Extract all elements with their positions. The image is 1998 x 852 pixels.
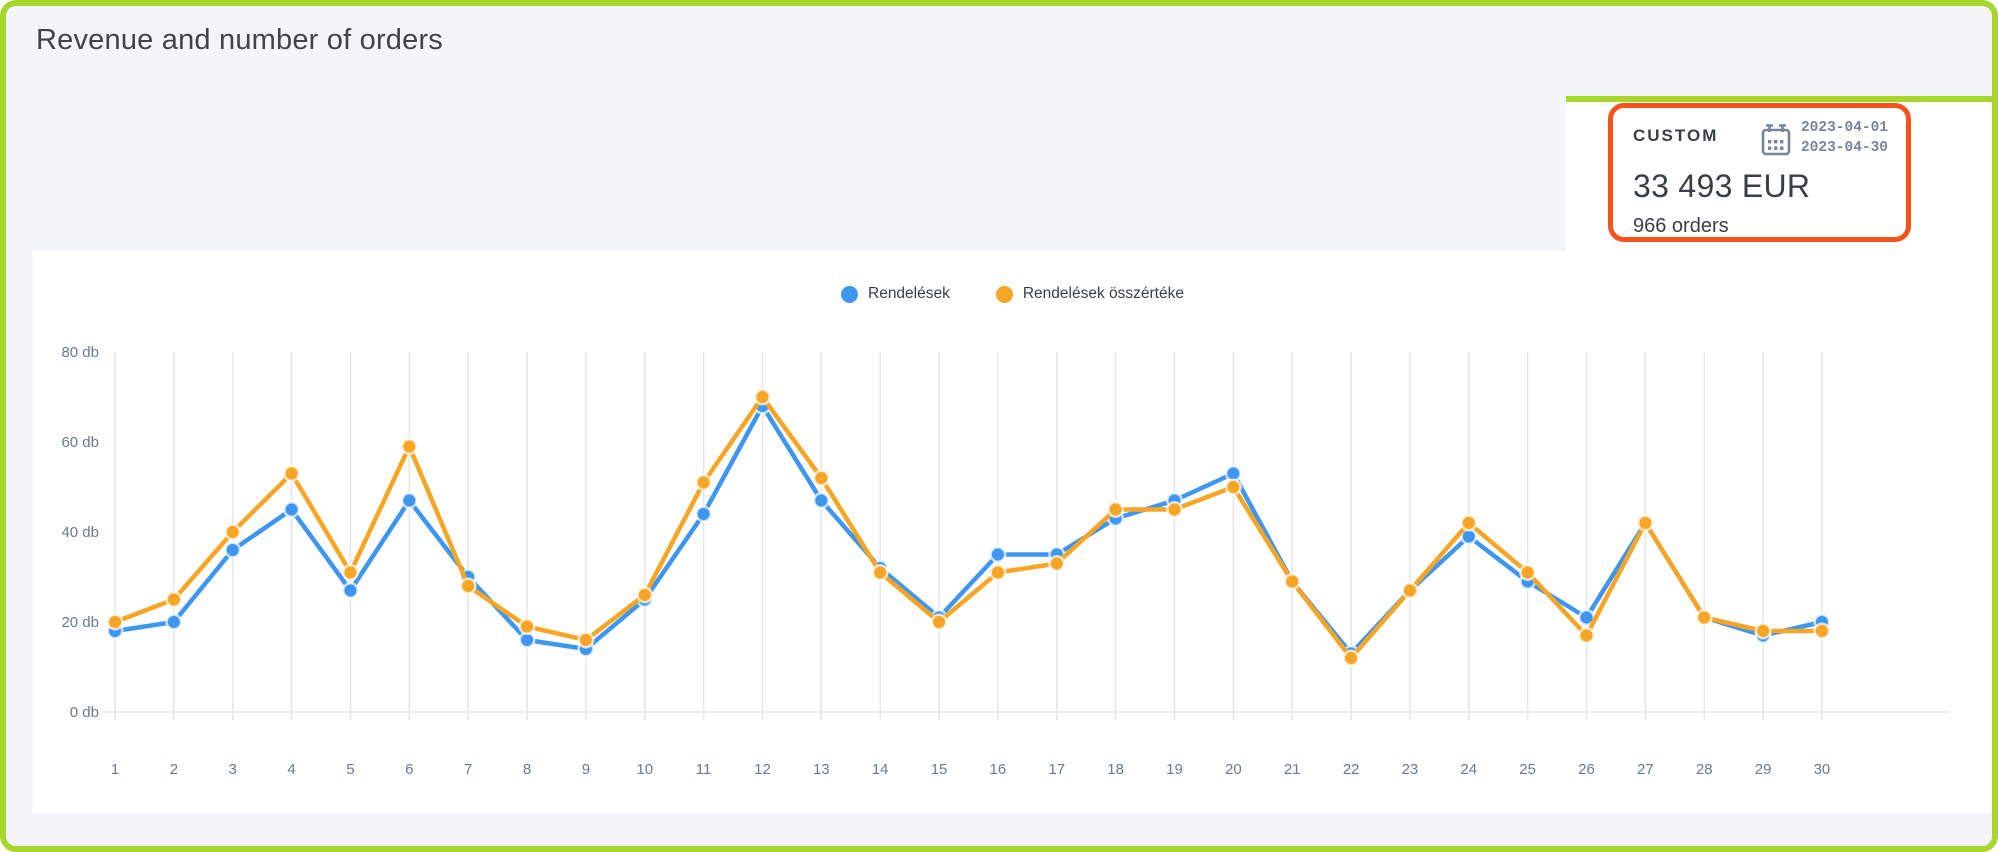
x-tick: 6: [405, 761, 413, 778]
data-point[interactable]: [283, 465, 301, 482]
data-point[interactable]: [518, 631, 536, 649]
x-tick: 23: [1402, 761, 1419, 778]
data-point[interactable]: [1342, 649, 1360, 667]
x-tick: 24: [1460, 761, 1477, 778]
x-tick: 21: [1284, 761, 1301, 778]
x-tick: 20: [1225, 761, 1242, 778]
x-tick: 5: [346, 761, 354, 778]
data-point[interactable]: [224, 541, 242, 559]
data-point[interactable]: [341, 564, 359, 581]
x-tick: 25: [1519, 761, 1536, 778]
x-tick: 11: [696, 761, 712, 778]
data-point[interactable]: [754, 388, 771, 406]
range-label: CUSTOM: [1633, 126, 1719, 145]
data-point[interactable]: [283, 501, 301, 518]
data-point[interactable]: [1107, 501, 1125, 518]
orders-total: 966 orders: [1633, 215, 1729, 238]
y-tick: 40 db: [61, 524, 99, 541]
data-point[interactable]: [930, 613, 948, 631]
y-tick: 0 db: [70, 704, 99, 721]
data-point[interactable]: [577, 631, 595, 649]
data-point[interactable]: [106, 613, 124, 631]
data-point[interactable]: [1578, 627, 1595, 644]
data-point[interactable]: [1636, 514, 1654, 532]
range-right: 2023-04-01 2023-04-30: [1759, 119, 1888, 158]
x-tick: 2: [170, 761, 178, 778]
y-tick: 80 db: [61, 344, 99, 361]
x-tick: 15: [931, 761, 948, 778]
x-tick: 3: [229, 761, 237, 778]
x-tick: 28: [1696, 761, 1713, 778]
series-line: [112, 403, 1825, 656]
data-point[interactable]: [1754, 622, 1772, 640]
x-tick: 13: [813, 761, 830, 778]
x-tick: 9: [582, 761, 590, 778]
legend-item-orders[interactable]: Rendelések: [841, 285, 950, 303]
data-point[interactable]: [1519, 564, 1537, 581]
data-point[interactable]: [989, 564, 1007, 581]
data-point[interactable]: [812, 469, 830, 487]
x-tick: 26: [1578, 761, 1595, 778]
data-point[interactable]: [1224, 478, 1242, 496]
series-line: [112, 394, 1825, 661]
data-point[interactable]: [459, 577, 477, 595]
date-range-header: CUSTOM: [1633, 119, 1888, 158]
x-tick: 29: [1755, 761, 1772, 778]
legend-item-revenue[interactable]: Rendelések összértéke: [995, 285, 1184, 303]
x-tick: 12: [754, 761, 771, 778]
y-tick: 60 db: [61, 434, 99, 451]
y-tick: 20 db: [61, 614, 99, 631]
data-point[interactable]: [989, 546, 1007, 563]
x-tick: 4: [287, 761, 295, 778]
chart-card: 1 2 3 4 5 6 7 8 9 10 11 12 13 14 15 16 17 18 19 20 21 22 23 24 2…: [33, 251, 1992, 813]
data-point[interactable]: [1166, 501, 1183, 518]
data-point[interactable]: [871, 564, 889, 581]
x-tick: 19: [1166, 761, 1183, 778]
date-range-box[interactable]: CUSTOM: [1608, 103, 1911, 242]
data-point[interactable]: [1813, 622, 1831, 640]
data-point[interactable]: [224, 523, 242, 541]
data-point[interactable]: [695, 505, 713, 523]
data-point[interactable]: [1695, 609, 1713, 626]
chart-legend: Rendelések Rendelések összértéke: [33, 285, 1992, 303]
x-tick: 27: [1637, 761, 1654, 778]
data-point[interactable]: [1401, 582, 1419, 599]
data-point[interactable]: [165, 591, 183, 608]
data-point[interactable]: [518, 618, 536, 635]
x-tick: 18: [1107, 761, 1124, 778]
data-point[interactable]: [636, 586, 654, 604]
data-point[interactable]: [1048, 555, 1066, 572]
x-tick: 16: [990, 761, 1007, 778]
data-point[interactable]: [695, 474, 713, 491]
data-point[interactable]: [341, 582, 359, 599]
x-tick: 8: [523, 761, 531, 778]
x-tick: 7: [464, 761, 472, 778]
range-dates: 2023-04-01 2023-04-30: [1801, 119, 1888, 158]
data-point[interactable]: [400, 438, 418, 455]
data-point[interactable]: [812, 492, 830, 509]
x-tick: 14: [872, 761, 889, 778]
x-tick: 17: [1048, 761, 1065, 778]
data-point[interactable]: [1460, 514, 1478, 532]
page-title: Revenue and number of orders: [36, 24, 444, 56]
data-point[interactable]: [1224, 465, 1242, 482]
revenue-total: 33 493 EUR: [1633, 168, 1811, 205]
data-point[interactable]: [165, 613, 183, 631]
x-tick: 1: [111, 761, 119, 778]
x-tick: 22: [1343, 761, 1360, 778]
legend-dot-blue: [841, 285, 858, 303]
chart-svg: 1 2 3 4 5 6 7 8 9 10 11 12 13 14 15 16 17 18 19 20 21 22 23 24 2…: [61, 344, 1950, 778]
data-point[interactable]: [400, 492, 418, 509]
x-tick: 30: [1814, 761, 1831, 778]
legend-label-revenue: Rendelések összértéke: [1022, 285, 1184, 302]
range-date-from: 2023-04-01: [1800, 120, 1888, 136]
range-date-to: 2023-04-30: [1800, 139, 1888, 156]
legend-dot-orange: [995, 285, 1013, 303]
x-tick: 10: [636, 761, 653, 778]
legend-label-orders: Rendelések: [868, 285, 950, 302]
data-point[interactable]: [1283, 573, 1301, 590]
calendar-icon: [1761, 124, 1791, 156]
